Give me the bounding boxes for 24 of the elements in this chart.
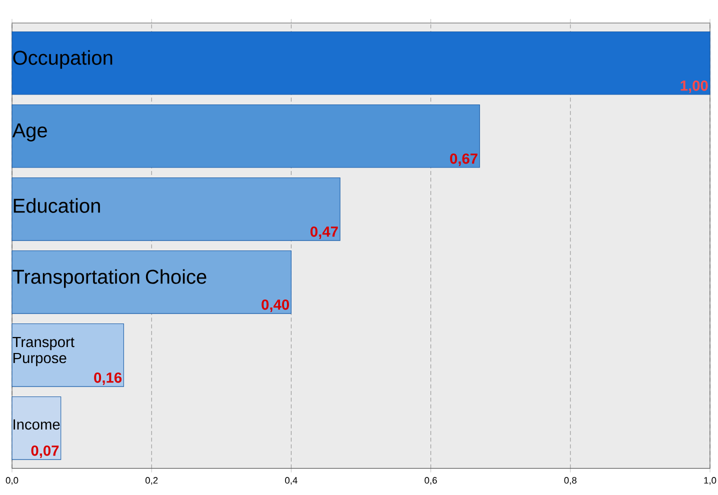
x-tick-label: 0,8 — [564, 477, 576, 485]
x-tick-label: 1,0 — [704, 477, 716, 485]
data-label: 0,67 — [450, 153, 478, 166]
y-tick-label: Age — [12, 124, 47, 142]
bar — [12, 250, 292, 314]
bar — [12, 324, 124, 387]
data-label: 0,47 — [310, 226, 338, 239]
bar — [12, 104, 480, 168]
data-label: 1,00 — [680, 80, 708, 93]
data-label: 0,16 — [94, 372, 122, 385]
x-tick-label: 0,4 — [285, 477, 298, 485]
x-tick-label: 0,2 — [145, 477, 158, 485]
y-tick-label: Transport Purpose — [12, 336, 74, 366]
y-tick-label: Income — [14, 419, 60, 430]
bar — [12, 177, 340, 241]
y-tick-label: Transportation Choice — [12, 269, 206, 288]
data-label: 0,07 — [31, 445, 59, 458]
x-tick-label: 0,6 — [424, 477, 437, 485]
bar — [12, 396, 62, 460]
x-tick-label: 0,0 — [6, 477, 18, 485]
y-tick-label: Education — [14, 198, 100, 213]
bar — [12, 31, 710, 95]
y-tick-label: Occupation — [13, 50, 112, 69]
data-label: 0,40 — [262, 299, 289, 312]
